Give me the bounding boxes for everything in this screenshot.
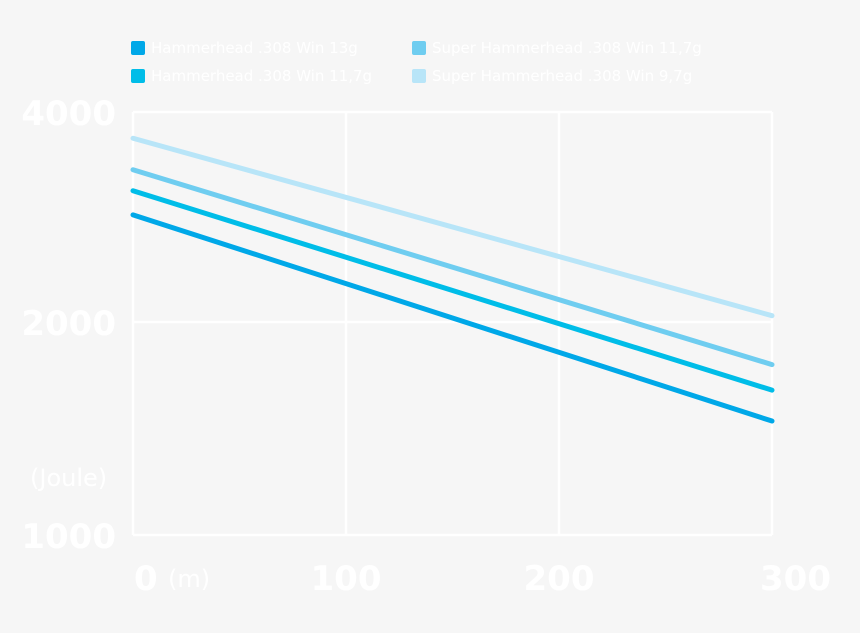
series-lines [130, 135, 775, 424]
x-tick-label-0: 0 [134, 559, 158, 599]
x-axis-unit-label: (m) [168, 565, 210, 593]
grid [131, 110, 774, 537]
series-line-1 [130, 212, 775, 424]
legend-item-3: Super Hammerhead .308 Win 11,7g [412, 39, 702, 57]
axis-labels: (Joule) (m) 1000 2000 4000 0 100 200 300 [21, 94, 831, 599]
series-line-4 [130, 135, 775, 319]
legend-swatch [131, 69, 145, 83]
y-tick-label-1000: 1000 [21, 517, 116, 557]
legend-label: Super Hammerhead .308 Win 9,7g [432, 67, 692, 85]
legend-label: Super Hammerhead .308 Win 11,7g [432, 39, 702, 57]
legend-swatch [412, 41, 426, 55]
x-tick-label-300: 300 [760, 559, 831, 599]
legend-swatch [131, 41, 145, 55]
legend-label: Hammerhead .308 Win 11,7g [151, 67, 372, 85]
series-line-3 [130, 167, 775, 368]
legend-item-4: Super Hammerhead .308 Win 9,7g [412, 67, 692, 85]
series-line-2 [130, 188, 775, 393]
legend-item-1: Hammerhead .308 Win 13g [131, 39, 358, 57]
legend-label: Hammerhead .308 Win 13g [151, 39, 358, 57]
y-tick-label-2000: 2000 [21, 304, 116, 344]
y-axis-unit-label: (Joule) [30, 464, 107, 492]
y-tick-label-4000: 4000 [21, 94, 116, 134]
legend-swatch [412, 69, 426, 83]
x-tick-label-200: 200 [524, 559, 595, 599]
legend-item-2: Hammerhead .308 Win 11,7g [131, 67, 372, 85]
legend: Hammerhead .308 Win 13g Hammerhead .308 W… [131, 39, 702, 85]
x-tick-label-100: 100 [311, 559, 382, 599]
